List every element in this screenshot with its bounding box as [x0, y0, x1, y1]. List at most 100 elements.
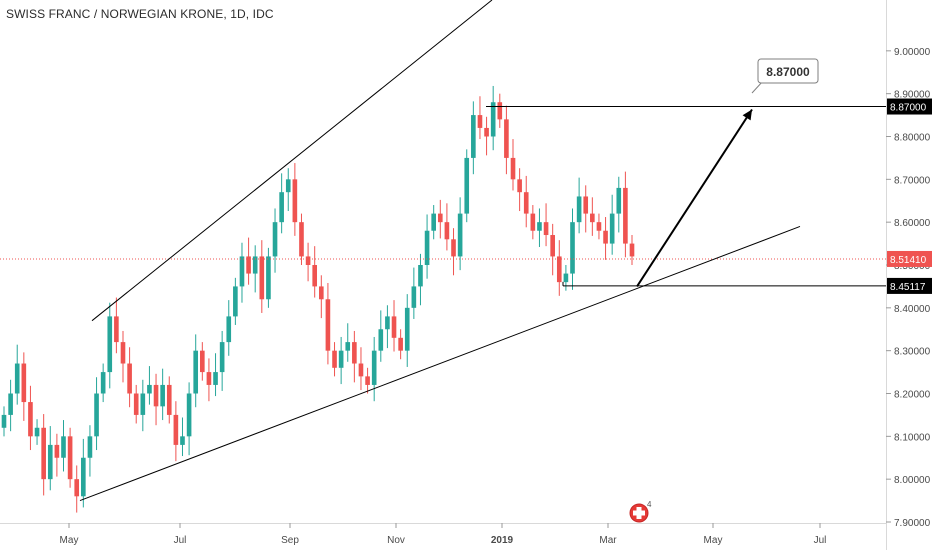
candle-body	[41, 427, 46, 480]
candle-body	[378, 329, 384, 351]
candle-body	[74, 479, 80, 497]
candle-body	[358, 363, 364, 377]
target-callout-label: 8.87000	[766, 65, 810, 79]
candle-body	[114, 316, 119, 343]
x-tick-label: Sep	[281, 535, 299, 546]
y-tick-label: 8.40000	[894, 304, 931, 315]
candle-body	[246, 256, 251, 274]
candle-body	[1, 414, 7, 428]
candle-body	[239, 256, 245, 287]
candle-body	[451, 239, 456, 257]
candle-body	[213, 372, 218, 385]
candle-body	[28, 402, 33, 437]
candle-body	[332, 350, 337, 368]
candle-body	[484, 127, 489, 137]
candle-body	[629, 243, 635, 257]
y-tick-label: 8.30000	[894, 347, 931, 358]
trendline	[91, 0, 493, 322]
candle-body	[570, 222, 575, 274]
candle-body	[424, 230, 430, 265]
candle-body	[67, 436, 73, 480]
target-callout	[757, 58, 819, 84]
candle-body	[444, 222, 450, 240]
current-price-badge	[887, 250, 932, 267]
candle-body	[563, 273, 569, 283]
candle-body	[318, 286, 324, 300]
candle-body	[94, 393, 99, 437]
candle-body	[8, 393, 13, 415]
candle-body	[259, 256, 265, 300]
candle-body	[352, 342, 357, 364]
level-price-label: 8.45117	[890, 282, 926, 293]
candle-body	[609, 213, 615, 244]
candle-body	[180, 436, 185, 445]
candle-body	[457, 213, 463, 257]
candle-body	[556, 256, 562, 283]
candle-body	[345, 342, 351, 351]
candle-body	[596, 222, 602, 231]
candle-body	[603, 230, 608, 244]
candle-body	[431, 213, 436, 231]
candle-body	[292, 179, 298, 223]
candlestick-series	[1, 85, 635, 513]
chart-title: SWISS FRANC / NORWEGIAN KRONE, 1D, IDC	[6, 7, 274, 21]
candle-body	[497, 102, 503, 120]
candle-body	[47, 444, 53, 480]
candle-body	[550, 235, 555, 257]
candle-body	[471, 115, 476, 158]
candle-body	[173, 414, 179, 445]
candle-body	[305, 256, 311, 265]
candle-body	[543, 222, 549, 236]
candle-body	[404, 307, 410, 351]
level-price-badge	[887, 277, 932, 294]
candle-body	[14, 363, 20, 394]
candle-body	[226, 316, 232, 343]
candle-body	[279, 192, 284, 223]
candle-body	[590, 213, 595, 223]
candle-body	[299, 222, 304, 257]
candle-body	[411, 286, 417, 308]
y-tick-label: 8.10000	[894, 432, 931, 443]
candle-body	[398, 337, 403, 351]
swiss-flag-icon[interactable]	[629, 503, 649, 523]
candle-body	[127, 363, 132, 394]
y-tick-label: 8.20000	[894, 390, 931, 401]
candle-body	[266, 256, 271, 300]
candle-body	[391, 316, 397, 338]
candle-body	[153, 384, 159, 407]
candle-body	[133, 393, 139, 415]
candle-body	[206, 372, 212, 385]
candle-body	[160, 384, 165, 407]
candle-body	[186, 393, 192, 437]
candle-body	[272, 222, 278, 257]
candle-body	[34, 427, 40, 437]
candle-body	[530, 213, 536, 231]
y-tick-label: 9.00000	[894, 47, 931, 58]
candle-body	[120, 342, 126, 364]
candle-body	[61, 436, 66, 458]
candle-body	[418, 265, 423, 287]
candle-body	[477, 115, 483, 128]
x-tick-label: May	[60, 535, 79, 546]
target-arrow-shaft	[636, 108, 753, 287]
candle-body	[312, 265, 318, 287]
y-tick-label: 7.90000	[894, 518, 931, 529]
candle-body	[200, 350, 205, 373]
y-tick-label: 8.60000	[894, 218, 931, 229]
y-tick-label: 8.00000	[894, 475, 931, 486]
event-count: 4	[647, 500, 652, 509]
candle-body	[285, 179, 291, 193]
candle-body	[193, 350, 199, 394]
candle-body	[325, 299, 331, 351]
y-tick-label: 8.90000	[894, 90, 931, 101]
level-price-label: 8.87000	[890, 103, 927, 114]
target-arrow-head	[742, 109, 752, 121]
candle-body	[464, 157, 470, 214]
y-tick-label: 8.70000	[894, 175, 931, 186]
candle-body	[140, 393, 146, 415]
candle-body	[21, 363, 27, 403]
level-price-badge	[887, 98, 932, 115]
candle-body	[583, 196, 589, 214]
